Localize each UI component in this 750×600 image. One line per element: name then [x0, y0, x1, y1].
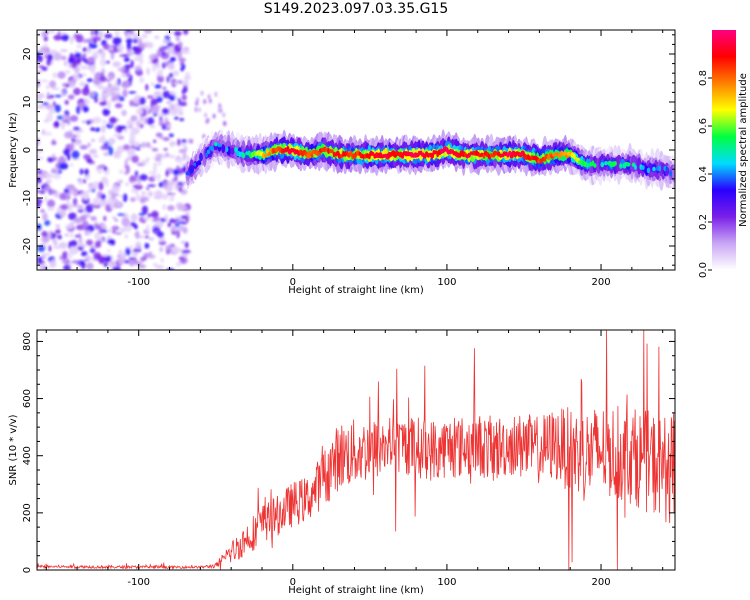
- spectrogram-y-tick-label: -10: [22, 190, 33, 206]
- colorbar-tick-label: 0.2: [698, 214, 709, 230]
- snr-x-axis: -100 0 100 200: [45, 330, 664, 588]
- spectrogram-x-label: Height of straight line (km): [288, 285, 424, 296]
- snr-x-tick-label: 200: [591, 577, 610, 588]
- snr-series-line: [37, 330, 675, 570]
- snr-y-tick-label: 400: [22, 446, 33, 465]
- colorbar-tick-label: 0.4: [698, 166, 709, 182]
- snr-panel: -100 0 100 200 0 200 400 600 800 Height of stra…: [8, 329, 676, 596]
- spectrogram-x-tick-label: 100: [437, 277, 456, 288]
- snr-x-tick-label: 0: [290, 577, 296, 588]
- colorbar-label: Normalized spectral amplitude: [738, 73, 749, 227]
- spectrogram-y-tick-label: -20: [22, 238, 33, 254]
- noise-region: [37, 30, 227, 270]
- snr-y-tick-label: 800: [22, 332, 33, 351]
- colorbar-tick-label: 0.0: [698, 262, 709, 278]
- figure-title: S149.2023.097.03.35.G15: [263, 1, 449, 17]
- spectrogram-y-tick-label: 20: [22, 48, 33, 61]
- colorbar-gradient: [712, 30, 736, 270]
- snr-frame: [36, 329, 676, 571]
- spectrogram-x-tick-label: 200: [591, 277, 610, 288]
- snr-y-axis: 0 200 400 600 800: [22, 332, 675, 573]
- snr-y-tick-label: 0: [22, 567, 33, 573]
- snr-x-tick-label: -100: [127, 577, 150, 588]
- spectrogram-y-tick-label: 0: [22, 147, 33, 153]
- spectrogram-x-axis: -100 0 100 200: [45, 30, 664, 288]
- colorbar-tick-label: 0.6: [698, 118, 709, 134]
- colorbar-tick-label: 0.8: [698, 70, 709, 86]
- spectrogram-x-tick-label: -100: [127, 277, 150, 288]
- snr-y-label: SNR (10 * v/v): [8, 414, 19, 485]
- colorbar: 0.0 0.2 0.4 0.6 0.8 Normalized spectral ampl…: [698, 30, 749, 278]
- spectrogram-y-tick-label: 10: [22, 96, 33, 109]
- spectrogram-y-label: Frequency (Hz): [8, 112, 19, 188]
- colorbar-ticks: 0.0 0.2 0.4 0.6 0.8: [698, 70, 712, 278]
- snr-x-tick-label: 100: [437, 577, 456, 588]
- snr-y-tick-label: 200: [22, 503, 33, 522]
- spectrogram-x-tick-label: 0: [290, 277, 296, 288]
- snr-y-tick-label: 600: [22, 389, 33, 408]
- snr-x-label: Height of straight line (km): [288, 585, 424, 596]
- spectral-ridge: [185, 129, 675, 191]
- spectrogram-y-axis: -20 -10 0 10 20: [22, 34, 675, 266]
